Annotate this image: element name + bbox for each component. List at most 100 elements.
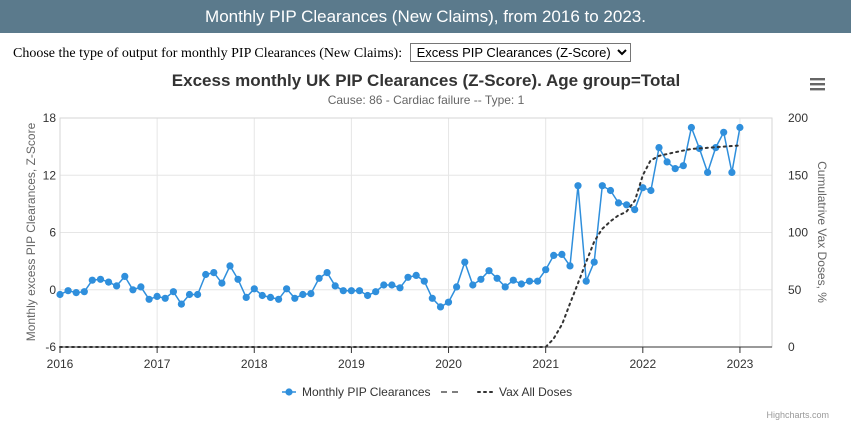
pip-data-point[interactable]: [258, 291, 266, 300]
legend-label-pip: Monthly PIP Clearances: [302, 385, 431, 399]
pip-data-point[interactable]: [598, 182, 606, 190]
pip-data-point[interactable]: [687, 123, 696, 132]
pip-data-point[interactable]: [323, 269, 331, 277]
pip-data-point[interactable]: [736, 123, 744, 132]
legend-item-vax[interactable]: Vax All Doses: [477, 385, 572, 399]
output-type-select[interactable]: Excess PIP Clearances (Z-Score): [409, 43, 631, 62]
pip-data-point[interactable]: [177, 300, 185, 308]
pip-data-point[interactable]: [234, 275, 242, 283]
pip-data-point[interactable]: [105, 278, 113, 286]
pip-data-point[interactable]: [161, 294, 169, 302]
pip-data-point[interactable]: [185, 290, 194, 299]
pip-data-point[interactable]: [291, 294, 299, 302]
pip-data-point[interactable]: [169, 288, 177, 296]
pip-data-point[interactable]: [64, 287, 72, 295]
pip-data-point[interactable]: [663, 158, 671, 166]
pip-data-point[interactable]: [121, 272, 129, 280]
pip-data-point[interactable]: [639, 184, 647, 192]
pip-data-point[interactable]: [331, 282, 339, 290]
pip-data-point[interactable]: [145, 295, 153, 303]
pip-data-point[interactable]: [493, 274, 501, 282]
pip-data-point[interactable]: [226, 262, 234, 270]
pip-data-point[interactable]: [412, 271, 420, 279]
pip-data-point[interactable]: [428, 294, 436, 302]
pip-data-point[interactable]: [266, 293, 275, 301]
pip-data-point[interactable]: [404, 273, 412, 281]
pip-data-point[interactable]: [307, 290, 315, 298]
pip-data-point[interactable]: [218, 279, 226, 287]
pip-data-point[interactable]: [355, 287, 364, 295]
pip-data-point[interactable]: [574, 182, 582, 190]
menu-icon-bar-bottom: [810, 88, 825, 91]
pip-data-point[interactable]: [113, 282, 121, 290]
pip-data-point[interactable]: [582, 277, 590, 285]
pip-data-point[interactable]: [590, 258, 598, 266]
pip-data-point[interactable]: [283, 285, 291, 293]
legend-item-pip[interactable]: Monthly PIP Clearances: [282, 385, 431, 399]
y-axis-title-right: Cumulatrive Vax Doses, %: [815, 161, 829, 303]
pip-data-point[interactable]: [420, 277, 428, 285]
pip-data-point[interactable]: [88, 276, 96, 284]
pip-data-point[interactable]: [469, 281, 477, 289]
pip-data-point[interactable]: [339, 287, 347, 295]
pip-data-point[interactable]: [704, 168, 712, 176]
pip-data-point[interactable]: [80, 288, 88, 296]
series-layer: [56, 123, 744, 348]
pip-data-point[interactable]: [550, 251, 558, 259]
pip-data-point[interactable]: [614, 199, 623, 207]
pip-data-point[interactable]: [250, 285, 258, 293]
pip-data-point[interactable]: [525, 277, 534, 285]
pip-data-point[interactable]: [129, 286, 137, 294]
pip-data-point[interactable]: [137, 283, 145, 291]
pip-data-point[interactable]: [299, 290, 307, 299]
pip-data-point[interactable]: [517, 280, 526, 288]
pip-data-point[interactable]: [153, 292, 161, 300]
pip-data-point[interactable]: [347, 287, 355, 295]
pip-data-point[interactable]: [436, 303, 445, 311]
pip-data-point[interactable]: [534, 277, 542, 285]
chart-title: Excess monthly UK PIP Clearances (Z-Scor…: [172, 71, 680, 90]
pip-data-point[interactable]: [444, 298, 453, 306]
pip-data-point[interactable]: [461, 258, 469, 266]
pip-data-point[interactable]: [210, 269, 218, 277]
pip-data-point[interactable]: [202, 270, 210, 279]
grid-lines: [59, 117, 772, 348]
pip-data-point[interactable]: [275, 295, 283, 303]
pip-data-point[interactable]: [558, 250, 566, 258]
pip-series-line: [59, 124, 741, 308]
pip-data-point[interactable]: [720, 128, 728, 136]
pip-data-point[interactable]: [56, 290, 64, 299]
pip-data-point[interactable]: [566, 262, 574, 270]
pip-data-point[interactable]: [96, 275, 105, 283]
pip-data-point[interactable]: [242, 293, 250, 301]
pip-data-point[interactable]: [380, 281, 388, 289]
pip-data-point[interactable]: [194, 290, 202, 299]
x-tick-label: 2017: [144, 357, 171, 371]
pip-data-point[interactable]: [542, 266, 550, 274]
pip-data-point[interactable]: [372, 288, 380, 296]
highcharts-credit[interactable]: Highcharts.com: [766, 410, 829, 420]
x-axis-ticks: 2016 2017 2018 2019 2020 2021 2022 2023: [47, 346, 772, 371]
pip-data-point[interactable]: [388, 281, 396, 289]
pip-data-point[interactable]: [623, 201, 631, 209]
context-menu-button[interactable]: [806, 74, 828, 94]
pip-data-point[interactable]: [396, 284, 404, 292]
legend-label-vax: Vax All Doses: [499, 385, 572, 399]
pip-data-point[interactable]: [485, 267, 493, 275]
pip-data-point[interactable]: [453, 283, 461, 291]
pip-data-point[interactable]: [631, 206, 639, 214]
x-tick-label: 2023: [727, 357, 754, 371]
pip-data-point[interactable]: [712, 144, 720, 152]
pip-data-point[interactable]: [606, 186, 615, 195]
pip-data-point[interactable]: [509, 276, 517, 284]
pip-data-point[interactable]: [647, 186, 655, 195]
pip-data-point[interactable]: [728, 168, 736, 176]
pip-data-point[interactable]: [679, 162, 687, 170]
pip-data-point[interactable]: [655, 144, 663, 152]
pip-data-point[interactable]: [315, 274, 323, 282]
pip-data-point[interactable]: [72, 289, 80, 297]
pip-data-point[interactable]: [501, 283, 509, 291]
pip-data-point[interactable]: [671, 165, 679, 173]
pip-data-point[interactable]: [364, 291, 372, 300]
pip-data-point[interactable]: [477, 275, 485, 283]
